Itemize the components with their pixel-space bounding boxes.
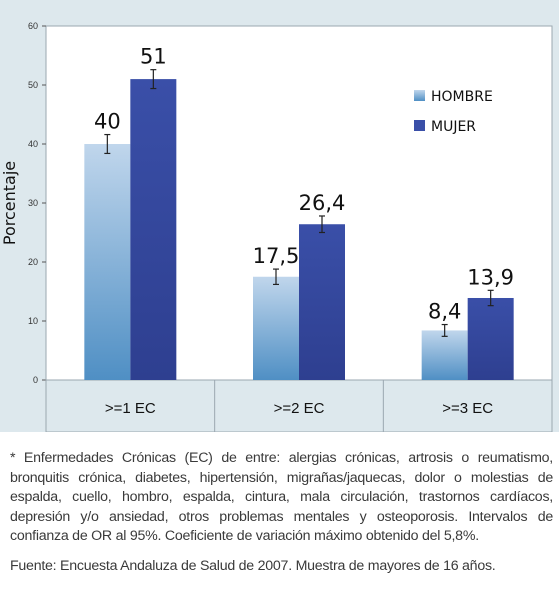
- y-tick-label: 60: [28, 21, 38, 31]
- bar-mujer-1: [130, 79, 177, 380]
- data-label: 8,4: [428, 300, 461, 324]
- y-axis-label: Porcentaje: [0, 161, 19, 245]
- y-tick-label: 40: [28, 139, 38, 149]
- error-bars: [104, 69, 494, 337]
- legend-swatch-hombre: [414, 90, 425, 101]
- footnote-text: * Enfermedades Crónicas (EC) de entre: a…: [10, 450, 553, 544]
- data-label: 40: [94, 110, 121, 134]
- legend-label-mujer: MUJER: [431, 119, 476, 135]
- chart-panel: 0 10 20 30 40 50 60 >=1 EC >=2 EC >=3 EC 40 51 17,…: [0, 0, 559, 432]
- bar-mujer-2: [299, 224, 345, 380]
- y-tick-label: 0: [33, 375, 38, 385]
- bar-hombre-2: [253, 276, 299, 380]
- notes-panel: * Enfermedades Crónicas (EC) de entre: a…: [0, 432, 559, 593]
- x-category-label: >=2 EC: [274, 400, 325, 417]
- bar-chart: 0 10 20 30 40 50 60 >=1 EC >=2 EC >=3 EC 40 51 17,…: [0, 21, 553, 432]
- y-tick-label: 50: [28, 80, 38, 90]
- x-category-label: >=1 EC: [105, 400, 156, 417]
- bar-mujer-3: [467, 297, 514, 380]
- bar-hombre-3: [421, 330, 468, 380]
- bars: [84, 79, 514, 380]
- y-tick-label: 30: [28, 198, 38, 208]
- x-axis: >=1 EC >=2 EC >=3 EC: [45, 379, 553, 432]
- data-label: 26,4: [299, 191, 346, 215]
- bar-hombre-1: [84, 144, 131, 380]
- y-tick-label: 20: [28, 257, 38, 267]
- source-text: Fuente: Encuesta Andaluza de Salud de 20…: [10, 558, 496, 574]
- x-category-label: >=3 EC: [442, 400, 493, 417]
- y-axis: 0 10 20 30 40 50 60: [28, 21, 46, 385]
- legend-swatch-mujer: [414, 120, 425, 131]
- data-label: 51: [140, 45, 167, 69]
- legend-label-hombre: HOMBRE: [431, 89, 493, 105]
- data-label: 17,5: [253, 244, 300, 268]
- data-label: 13,9: [467, 265, 514, 289]
- legend: HOMBRE MUJER: [414, 89, 493, 135]
- data-labels: 40 51 17,5 26,4 8,413,9: [94, 45, 514, 324]
- y-tick-label: 10: [28, 316, 38, 326]
